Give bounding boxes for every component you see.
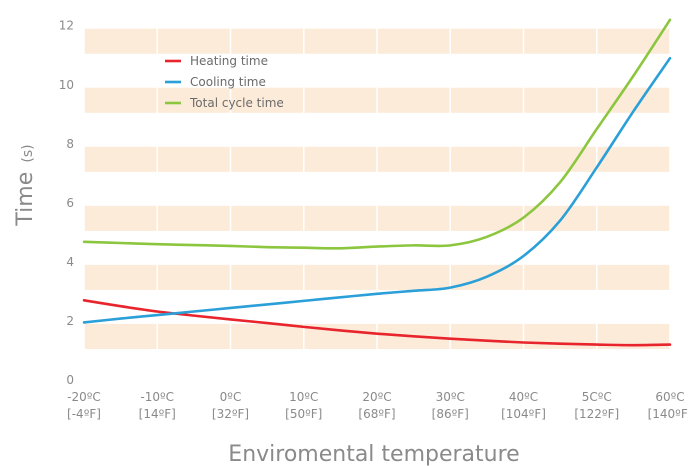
x-tick-label-celsius: 60ºC <box>655 390 684 404</box>
legend-label: Heating time <box>190 54 268 68</box>
x-tick-label-fahrenheit: [104ºF] <box>501 407 546 421</box>
x-tick-label-celsius: 30ºC <box>436 390 465 404</box>
legend-label: Total cycle time <box>189 96 284 110</box>
y-tick-label: 10 <box>59 78 74 92</box>
x-tick-label-celsius: -20ºC <box>67 390 101 404</box>
y-tick-label: 8 <box>66 137 74 151</box>
y-tick-label: 2 <box>66 314 74 328</box>
legend: Heating time Cooling time Total cycle time <box>165 54 284 110</box>
series-line-total-cycle-time <box>82 18 672 250</box>
x-tick-label-celsius: 10ºC <box>289 390 318 404</box>
x-tick-label-fahrenheit: [14ºF] <box>139 407 176 421</box>
x-tick-label-fahrenheit: [140ºF] <box>648 407 688 421</box>
y-axis-ticks: 0 2 4 6 8 10 12 <box>59 19 74 387</box>
x-tick-label-fahrenheit: [86ºF] <box>432 407 469 421</box>
series-line-heating-time <box>82 298 672 347</box>
y-tick-label: 12 <box>59 19 74 33</box>
x-tick-label-fahrenheit: [122ºF] <box>574 407 619 421</box>
y-axis-title: Time (s) <box>13 144 38 226</box>
x-tick-label-celsius: 20ºC <box>362 390 391 404</box>
x-tick-label-celsius: 40ºC <box>509 390 538 404</box>
y-tick-label: 0 <box>66 373 74 387</box>
x-tick-label-fahrenheit: [50ºF] <box>285 407 322 421</box>
series-lines <box>82 18 672 347</box>
x-tick-label-celsius: 0ºC <box>220 390 242 404</box>
x-axis-title: Enviromental temperature <box>228 442 519 466</box>
y-tick-label: 6 <box>66 196 74 210</box>
grid-bands <box>83 8 671 380</box>
x-tick-label-celsius: 5CºC <box>582 390 612 404</box>
x-tick-label-celsius: -10ºC <box>140 390 174 404</box>
y-axis-title-main: Time <box>13 172 38 227</box>
y-tick-label: 4 <box>66 255 74 269</box>
x-tick-label-fahrenheit: [68ºF] <box>358 407 395 421</box>
series-line-cooling-time <box>82 56 672 324</box>
x-tick-label-fahrenheit: [32ºF] <box>212 407 249 421</box>
x-axis-ticks: -20ºC [-4ºF] -10ºC [14ºF] 0ºC [32ºF] 10ºC [50ºF… <box>67 390 688 421</box>
x-tick-label-fahrenheit: [-4ºF] <box>67 407 101 421</box>
legend-label: Cooling time <box>190 75 266 89</box>
y-axis-title-unit: (s) <box>20 144 36 162</box>
